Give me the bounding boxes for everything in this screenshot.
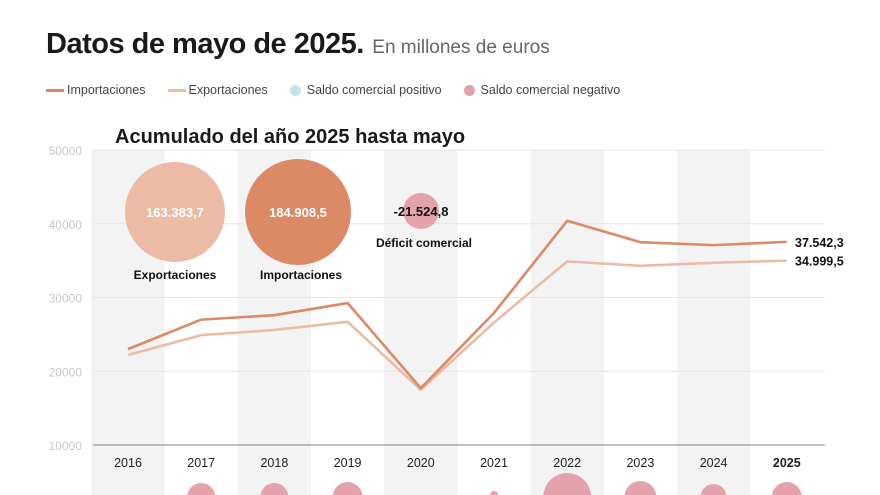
summary-value: -21.524,8 xyxy=(394,204,449,219)
column-band xyxy=(677,150,751,495)
legend-item-saldo-negativo: Saldo comercial negativo xyxy=(463,83,621,97)
line-swatch-icon xyxy=(167,88,186,92)
deficit-bubble xyxy=(543,473,592,495)
x-tick-label: 2018 xyxy=(260,456,288,470)
deficit-bubble xyxy=(332,481,363,495)
summary-value: 184.908,5 xyxy=(269,205,327,220)
end-value-label: 34.999,5 xyxy=(795,255,844,269)
deficit-bubble xyxy=(771,481,802,495)
column-band xyxy=(530,150,604,495)
page-title: Datos de mayo de 2025. xyxy=(46,28,364,60)
x-tick-label: 2016 xyxy=(114,456,142,470)
y-tick-label: 10000 xyxy=(49,439,83,453)
x-tick-label: 2022 xyxy=(553,456,581,470)
deficit-bubble xyxy=(490,491,498,495)
summary-bubble xyxy=(125,162,225,262)
legend-item-saldo-positivo: Saldo comercial positivo xyxy=(289,83,442,97)
legend-label: Saldo comercial negativo xyxy=(480,83,621,97)
summary-value: 163.383,7 xyxy=(146,205,204,220)
y-tick-label: 30000 xyxy=(49,292,83,306)
chart-subtitle: Acumulado del año 2025 hasta mayo xyxy=(115,126,465,148)
deficit-bubble xyxy=(187,483,216,495)
deficit-bubble xyxy=(260,482,289,495)
y-tick-label: 20000 xyxy=(49,365,83,379)
y-tick-label: 40000 xyxy=(49,218,83,232)
end-value-label: 37.542,3 xyxy=(795,236,844,250)
deficit-bubble xyxy=(624,480,657,495)
series-line-exportaciones xyxy=(127,259,787,391)
summary-bubble xyxy=(403,193,439,229)
x-tick-label: 2024 xyxy=(700,456,728,470)
chart-title: Datos de mayo de 2025. En millones de eu… xyxy=(46,28,550,61)
dot-swatch-icon xyxy=(463,84,475,96)
x-tick-label: 2020 xyxy=(407,456,435,470)
y-tick-label: 50000 xyxy=(49,144,83,158)
summary-label: Déficit comercial xyxy=(376,236,472,250)
line-swatch-icon xyxy=(46,88,64,92)
legend-item-importaciones: Importaciones xyxy=(46,83,146,97)
legend-label: Exportaciones xyxy=(188,83,268,97)
x-tick-label: 2023 xyxy=(626,456,654,470)
summary-label: Exportaciones xyxy=(134,268,217,282)
dot-swatch-icon xyxy=(289,84,301,96)
summary-bubble xyxy=(245,159,351,265)
x-tick-label: 2017 xyxy=(187,456,215,470)
legend-label: Saldo comercial positivo xyxy=(306,83,442,97)
page-subtitle: En millones de euros xyxy=(372,37,550,58)
x-tick-label: 2019 xyxy=(334,456,362,470)
legend: Importaciones Exportaciones Saldo comerc… xyxy=(46,83,620,97)
summary-label: Importaciones xyxy=(260,268,342,282)
x-tick-label: 2021 xyxy=(480,456,508,470)
legend-item-exportaciones: Exportaciones xyxy=(167,83,268,97)
deficit-bubble xyxy=(700,483,727,495)
legend-label: Importaciones xyxy=(67,83,146,97)
series-line-importaciones xyxy=(127,219,787,390)
x-tick-label: 2025 xyxy=(773,456,801,470)
